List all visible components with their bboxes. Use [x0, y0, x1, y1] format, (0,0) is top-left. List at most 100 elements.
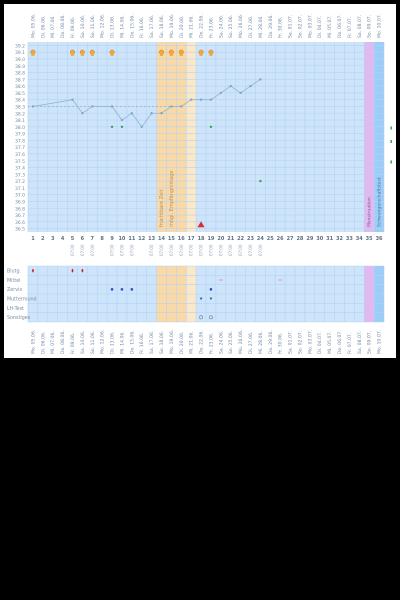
top-date-label: Mi. 14.06.: [119, 15, 125, 38]
bleeding-drop: [31, 268, 34, 273]
day-number: 4: [61, 236, 65, 242]
day-number: 36: [376, 236, 383, 242]
bottom-date-label: Sa. 08.07.: [357, 331, 363, 354]
top-date-label: Sa. 01.07.: [288, 15, 294, 38]
temperature-point: [150, 112, 153, 115]
sex-icon-body: [31, 53, 35, 56]
warning-icon: [197, 221, 205, 228]
day-number: 33: [346, 236, 353, 242]
y-tick-label: 37.5: [15, 159, 25, 165]
top-date-label: Do. 06.07.: [337, 14, 343, 38]
y-tick-label: 39.1: [15, 50, 25, 56]
ovulation-window-label: mögl. Empfängnistage: [169, 171, 175, 227]
cycle-chart: 36.536.636.736.836.937.037.137.237.337.4…: [7, 14, 392, 354]
y-tick-label: 37.3: [15, 172, 25, 178]
bottom-date-label: Di. 27.06.: [248, 332, 254, 354]
day-number: 31: [326, 236, 333, 242]
temperature-point: [31, 105, 35, 108]
day-number: 9: [110, 236, 114, 242]
ring-icon: [199, 315, 203, 320]
bottom-date-label: Fr. 23.06.: [208, 333, 214, 354]
symptom-row-label: Muttermund: [7, 297, 37, 303]
day-number: 20: [217, 236, 224, 242]
bottom-date-label: Mo. 12.06.: [100, 330, 106, 354]
temperature-point: [81, 112, 84, 115]
y-tick-label: 37.9: [15, 132, 25, 138]
y-tick-label: 37.7: [15, 145, 25, 151]
bottom-date-label: Mi. 28.06.: [258, 331, 264, 354]
right-marker: ▮: [390, 159, 392, 164]
measure-time: 07:00: [199, 244, 204, 256]
sex-icon-body: [110, 53, 114, 56]
temperature-point: [229, 84, 232, 88]
measure-time: 07:00: [149, 244, 154, 256]
ring-icon: [209, 315, 213, 320]
sex-icon: [159, 49, 164, 56]
bottom-date-label: Sa. 10.06.: [80, 331, 86, 354]
day-number: 18: [198, 236, 205, 242]
top-date-label: Mo. 10.07.: [377, 14, 383, 38]
temperature-point: [199, 98, 203, 101]
temperature-point: [120, 118, 124, 122]
temperature-point: [209, 98, 213, 101]
measure-time: 07:00: [179, 244, 184, 256]
top-date-label: Sa. 24.06.: [218, 15, 224, 38]
menstruation-label: Menstruation: [367, 197, 373, 227]
top-date-label: Do. 22.06.: [199, 14, 205, 38]
top-date-label: Mo. 19.06.: [169, 14, 175, 38]
measure-time: 07:00: [110, 244, 115, 256]
top-date-label: Di. 27.06.: [248, 16, 254, 38]
day-number: 7: [91, 236, 95, 242]
top-date-label: So. 25.06.: [228, 15, 234, 38]
y-tick-label: 36.8: [15, 206, 25, 212]
top-date-label: Fr. 30.06.: [278, 17, 284, 38]
day-number: 32: [336, 236, 343, 242]
bottom-date-label: Mo. 26.06.: [238, 330, 244, 354]
y-tick-label: 39.2: [15, 43, 25, 49]
top-date-label: Sa. 17.06.: [149, 15, 155, 38]
day-number: 25: [267, 236, 274, 242]
top-date-label: Mo. 26.06.: [238, 14, 244, 38]
blue-symptom-dot: [120, 288, 124, 291]
green-measure-point: [120, 125, 124, 129]
green-measure-point: [110, 125, 114, 129]
top-date-label: Fr. 07.07.: [347, 17, 353, 38]
bottom-date-label: Di. 06.06.: [40, 332, 46, 354]
temperature-point: [110, 105, 114, 108]
top-date-label: Fr. 23.06.: [208, 17, 214, 38]
y-tick-label: 36.7: [15, 213, 25, 219]
top-date-label: Mo. 12.06.: [100, 14, 106, 38]
y-tick-label: 38.5: [15, 91, 25, 97]
bottom-date-label: Di. 13.06.: [110, 332, 116, 354]
y-tick-label: 38.6: [15, 84, 25, 90]
sex-icon: [198, 49, 204, 56]
measure-time: 07:00: [218, 244, 223, 256]
sex-icon: [70, 49, 75, 56]
top-date-label: Do. 08.06.: [60, 14, 66, 38]
bleeding-drop: [71, 268, 74, 273]
measure-time: 07:00: [169, 244, 174, 256]
day-number: 8: [100, 236, 104, 242]
cervix-arrow: [199, 297, 203, 301]
y-tick-label: 38.1: [15, 118, 25, 124]
day-number: 23: [247, 236, 254, 242]
day-number: 19: [207, 236, 214, 242]
bottom-date-label: So. 25.06.: [228, 331, 234, 354]
y-tick-label: 37.1: [15, 186, 25, 192]
top-date-label: Mi. 07.06.: [50, 15, 56, 38]
sex-icon: [178, 49, 184, 56]
green-measure-point: [259, 179, 262, 183]
symptom-row-label: LH-Test: [7, 306, 24, 312]
measure-time: 07:00: [258, 244, 263, 256]
measure-time: 07:00: [159, 244, 164, 256]
bottom-date-label: So. 11.06.: [90, 331, 96, 354]
y-tick-label: 36.5: [15, 227, 25, 233]
day-number: 11: [128, 236, 135, 242]
sex-icon: [208, 49, 214, 56]
sex-icon-body: [209, 53, 213, 56]
sex-icon-body: [80, 53, 84, 56]
y-tick-label: 38.8: [15, 71, 25, 77]
menstruation-band: [364, 42, 375, 232]
top-date-label: Mo. 05.06.: [30, 14, 36, 38]
top-date-label: So. 18.06.: [159, 15, 165, 38]
